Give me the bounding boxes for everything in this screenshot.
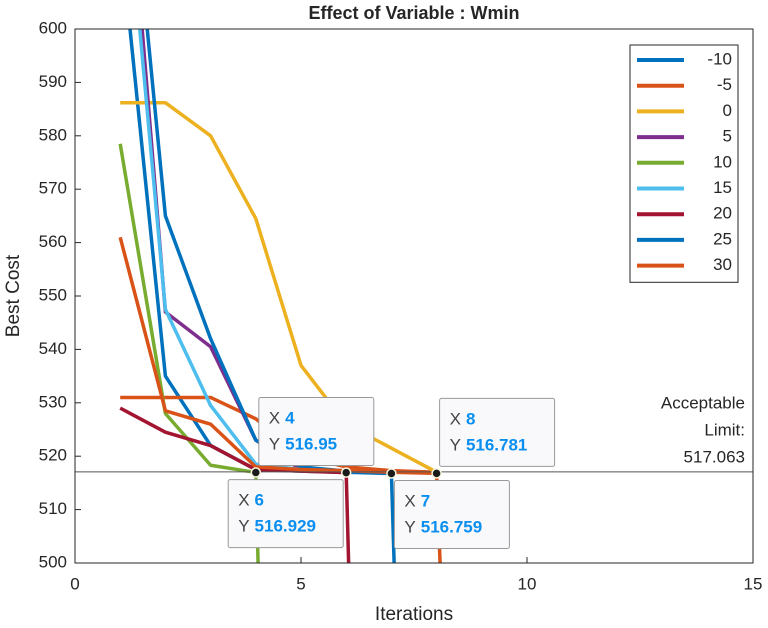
datatip-y-label: Y	[238, 517, 249, 536]
datatip-marker	[250, 467, 262, 478]
limit-value: 517.063	[684, 447, 745, 466]
datatip-y-value: 516.929	[255, 517, 316, 536]
datatip-y-value: 516.95	[285, 435, 337, 454]
datatip-box	[393, 480, 510, 550]
datatip-y-line: Y 516.781	[450, 436, 528, 455]
x-axis-label: Iterations	[375, 604, 453, 625]
datatip-box	[227, 479, 344, 549]
legend-label: 30	[713, 255, 732, 274]
datatip-x-label: X	[450, 410, 461, 429]
datatip-x-value: 6	[255, 491, 264, 510]
series-line	[118, 143, 260, 563]
datatip-y-line: Y 516.759	[404, 518, 482, 537]
legend-label: 5	[723, 127, 732, 146]
y-tick-label: 550	[39, 285, 67, 304]
datatip-x-label: X	[238, 491, 249, 510]
axes-box	[74, 28, 754, 564]
datatip-x-value: 7	[421, 492, 430, 511]
datatip-box	[258, 396, 375, 466]
y-tick-label: 570	[39, 179, 67, 198]
series-line	[120, 100, 438, 474]
datatip-x-value: 4	[285, 409, 295, 428]
x-tick-label: 15	[744, 574, 763, 593]
datatip-marker	[431, 468, 442, 479]
y-tick-label: 600	[39, 18, 67, 37]
y-tick-label: 590	[39, 72, 67, 91]
x-tick-label: 10	[518, 574, 537, 593]
legend-label: 0	[723, 101, 732, 120]
series-line	[118, 236, 442, 563]
datatip-x-label: X	[404, 492, 415, 511]
limit-label: Limit:	[704, 420, 745, 439]
legend-label: 10	[713, 152, 732, 171]
datatip-y-label: Y	[269, 435, 280, 454]
datatip-y-label: Y	[450, 436, 461, 455]
legend-label: 20	[713, 204, 732, 223]
datatip-x-label: X	[269, 409, 280, 428]
limit-label: Acceptable	[661, 393, 745, 412]
y-tick-label: 580	[39, 125, 67, 144]
datatip-marker	[340, 467, 352, 478]
chart-title: Effect of Variable : Wmin	[308, 3, 519, 23]
x-tick-label: 5	[296, 574, 305, 593]
y-tick-label: 500	[39, 552, 67, 571]
datatip-x-value: 8	[466, 410, 475, 429]
datatip-y-line: Y 516.929	[238, 517, 316, 536]
legend-label: 25	[713, 229, 732, 248]
y-tick-label: 540	[39, 339, 67, 358]
datatip-y-value: 516.781	[466, 436, 527, 455]
y-tick-label: 520	[39, 446, 67, 465]
datatip-marker	[386, 468, 397, 479]
legend-label: 15	[713, 178, 732, 197]
datatip-y-value: 516.759	[421, 518, 482, 537]
legend-label: -10	[707, 49, 732, 68]
datatip-y-label: Y	[404, 518, 415, 537]
legend-label: -5	[717, 75, 732, 94]
y-tick-label: 560	[39, 232, 67, 251]
datatip-y-line: Y 516.95	[269, 435, 337, 454]
y-axis-label: Best Cost	[3, 254, 24, 337]
datatip-box	[439, 397, 556, 467]
y-tick-label: 530	[39, 392, 67, 411]
x-tick-label: 0	[70, 574, 79, 593]
y-tick-label: 510	[39, 499, 67, 518]
